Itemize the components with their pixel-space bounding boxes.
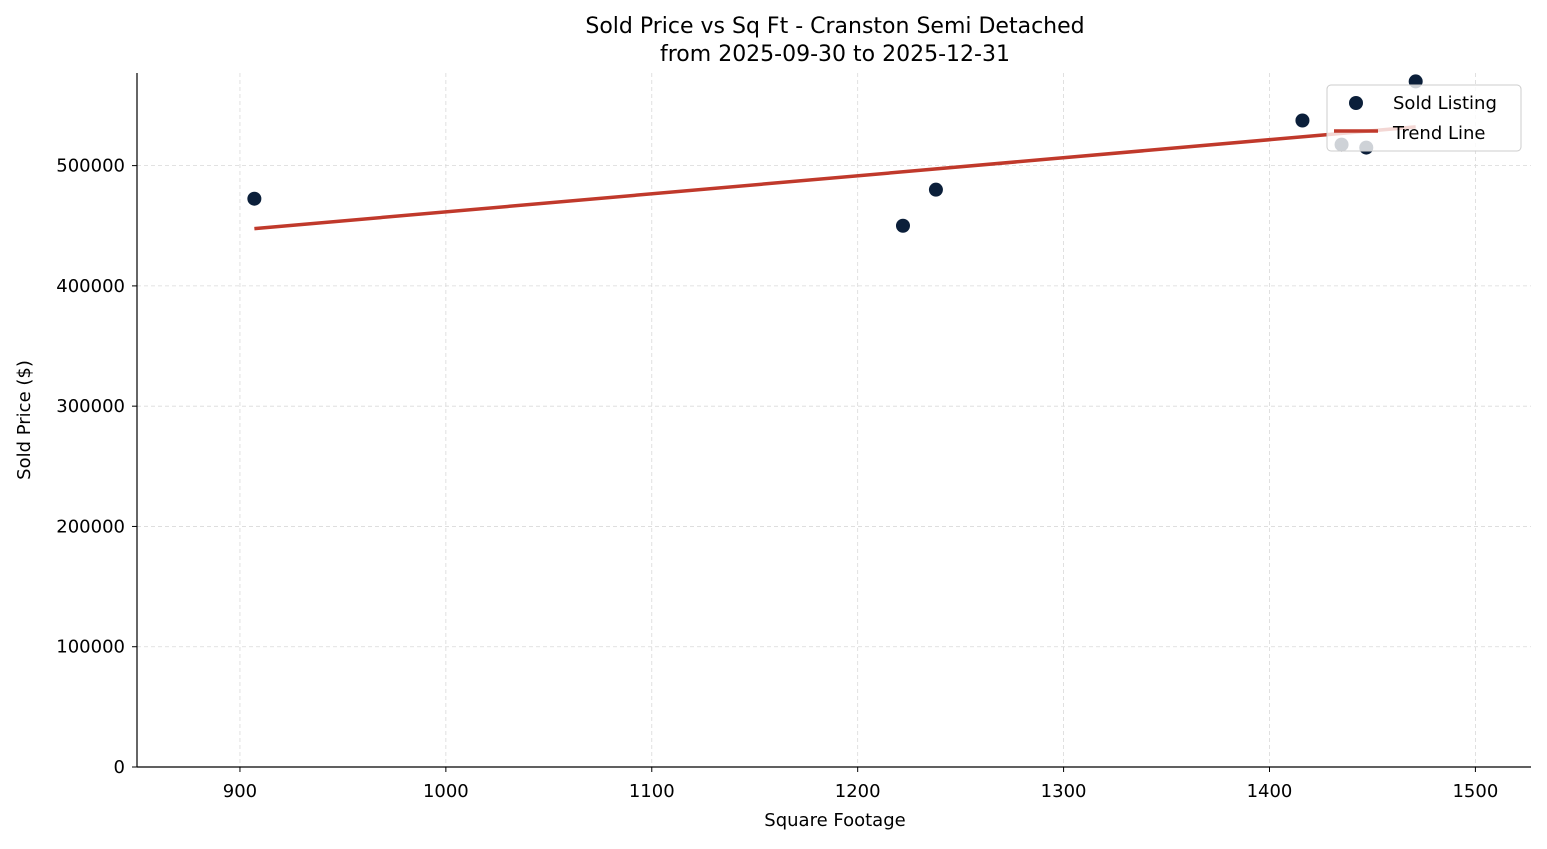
- axes: 900 1000 1100 1200 1300 1400 1500 0 100000 200000…: [56, 73, 1531, 802]
- legend-box: [1326, 84, 1522, 152]
- y-tick-label: 400000: [56, 276, 125, 297]
- x-tick-label: 1100: [629, 781, 675, 802]
- x-tick-label: 900: [223, 781, 257, 802]
- grid: [137, 73, 1531, 767]
- x-axis-label: Square Footage: [764, 810, 905, 831]
- trend-line-layer: [254, 125, 1416, 231]
- y-tick-label: 100000: [56, 637, 125, 658]
- data-point: [928, 182, 943, 197]
- y-tick-label: 0: [114, 757, 125, 778]
- legend-marker-sold-listing: [1349, 96, 1363, 110]
- y-tick-label: 200000: [56, 516, 125, 537]
- data-point: [247, 191, 262, 206]
- x-tick-label: 1200: [835, 781, 881, 802]
- data-point: [895, 218, 910, 233]
- points-layer: [247, 74, 1423, 233]
- x-tick-label: 1400: [1247, 781, 1293, 802]
- legend-label-trend-line: Trend Line: [1392, 123, 1486, 144]
- trend-line: [254, 125, 1416, 231]
- chart-title: Sold Price vs Sq Ft - Cranston Semi Deta…: [585, 14, 1084, 39]
- y-tick-label: 300000: [56, 396, 125, 417]
- x-tick-label: 1300: [1041, 781, 1087, 802]
- legend: Sold Listing Trend Line: [1326, 84, 1522, 152]
- y-axis-label: Sold Price ($): [14, 360, 35, 480]
- x-tick-label: 1000: [423, 781, 469, 802]
- data-point: [1295, 113, 1310, 128]
- y-tick-label: 500000: [56, 156, 125, 177]
- x-tick-label: 1500: [1452, 781, 1498, 802]
- legend-label-sold-listing: Sold Listing: [1393, 93, 1497, 114]
- chart-subtitle: from 2025-09-30 to 2025-12-31: [660, 42, 1010, 67]
